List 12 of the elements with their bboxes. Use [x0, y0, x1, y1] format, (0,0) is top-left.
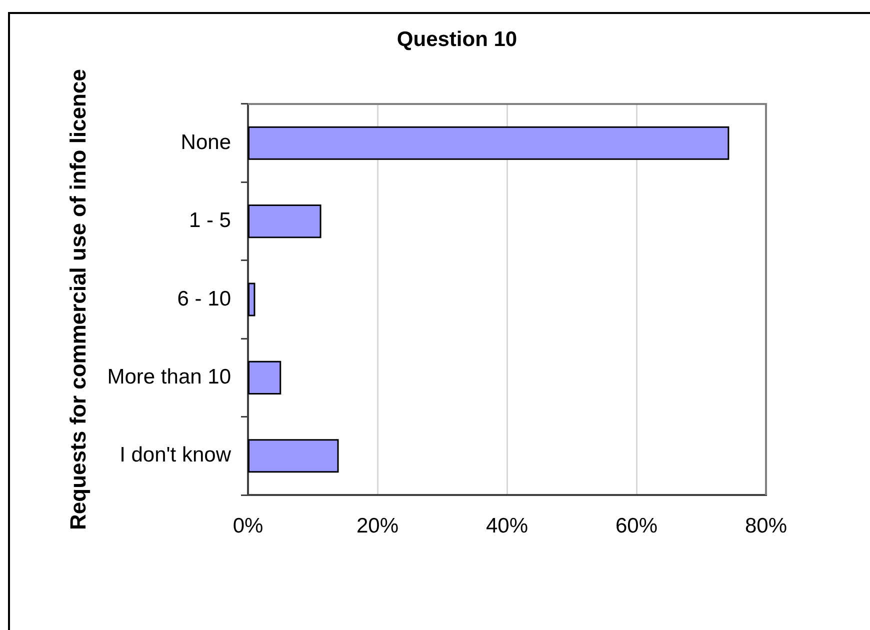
y-tick-label: 6 - 10 [177, 287, 231, 310]
y-tick-label: I don't know [120, 444, 232, 467]
y-tick-label: 1 - 5 [188, 209, 231, 232]
y-tick-label: None [180, 130, 231, 154]
y-tick-label: More than 10 [107, 365, 231, 388]
x-tick-label: 80% [744, 514, 788, 538]
chart-title: Question 10 [396, 28, 518, 51]
x-tick-label: 60% [615, 514, 658, 538]
x-tick-label: 20% [356, 514, 399, 538]
y-axis-title: Requests for commercial use of info licence [65, 69, 90, 530]
x-tick-label: 0% [232, 514, 264, 538]
x-tick-label: 40% [486, 514, 528, 538]
